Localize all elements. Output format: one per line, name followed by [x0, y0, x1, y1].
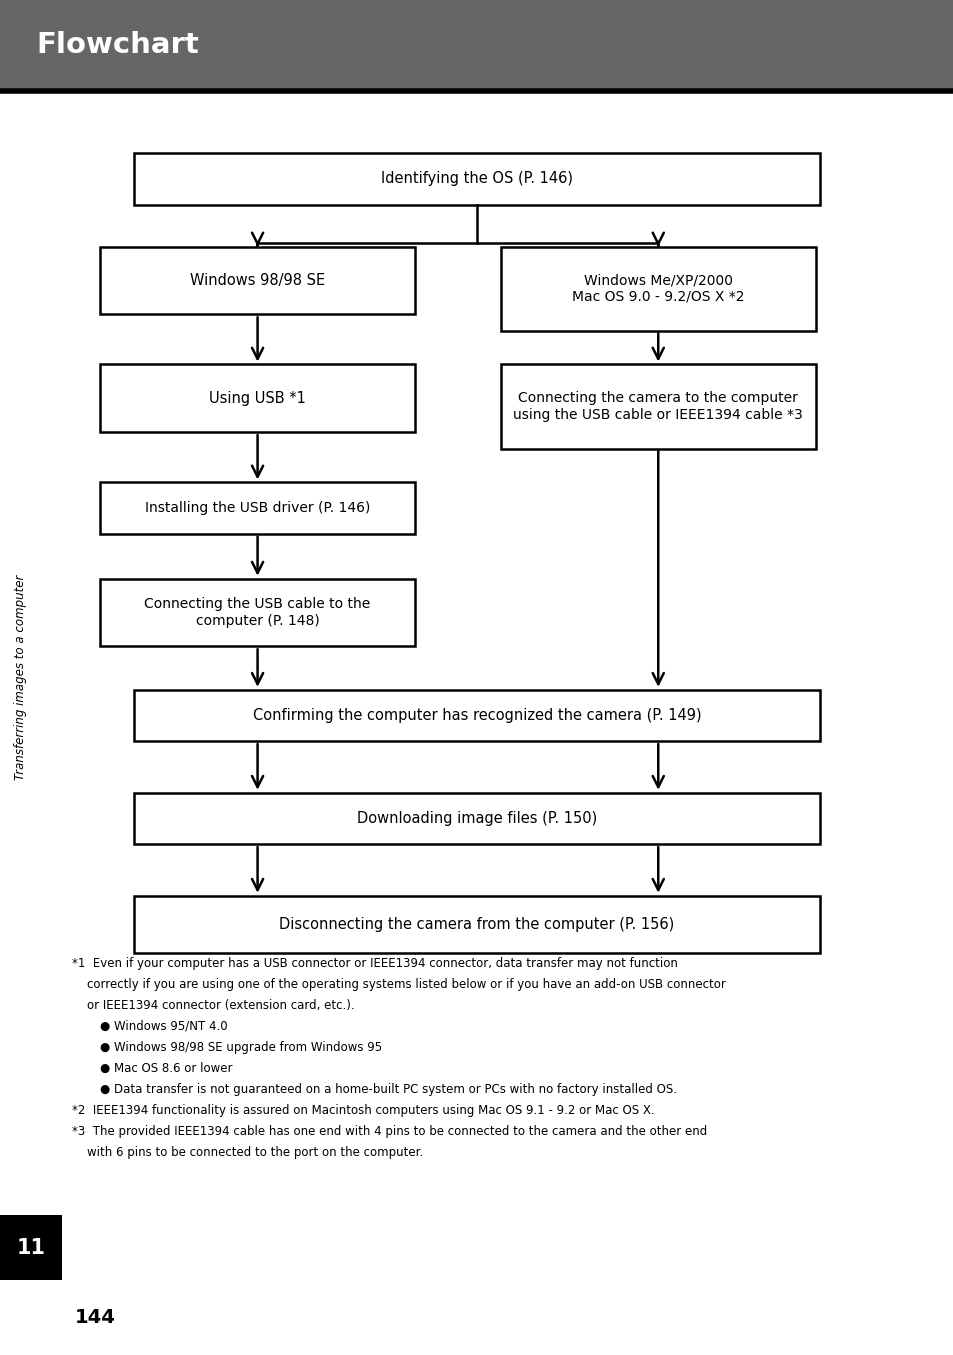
Text: Windows Me/XP/2000
Mac OS 9.0 - 9.2/OS X *2: Windows Me/XP/2000 Mac OS 9.0 - 9.2/OS X…	[572, 274, 743, 304]
Bar	[500, 247, 815, 331]
Text: ● Data transfer is not guaranteed on a home-built PC system or PCs with no facto: ● Data transfer is not guaranteed on a h…	[100, 1083, 677, 1096]
Text: Connecting the camera to the computer
using the USB cable or IEEE1394 cable *3: Connecting the camera to the computer us…	[513, 392, 802, 421]
Text: 11: 11	[16, 1238, 46, 1257]
Text: Connecting the USB cable to the
computer (P. 148): Connecting the USB cable to the computer…	[144, 598, 371, 627]
Text: Confirming the computer has recognized the camera (P. 149): Confirming the computer has recognized t…	[253, 707, 700, 724]
Bar	[100, 247, 415, 314]
Bar	[0, 0, 953, 91]
Text: correctly if you are using one of the operating systems listed below or if you h: correctly if you are using one of the op…	[71, 978, 724, 991]
Text: Using USB *1: Using USB *1	[209, 390, 306, 406]
Bar	[133, 793, 820, 844]
Text: with 6 pins to be connected to the port on the computer.: with 6 pins to be connected to the port …	[71, 1146, 422, 1159]
Text: Flowchart: Flowchart	[36, 31, 199, 60]
Text: Downloading image files (P. 150): Downloading image files (P. 150)	[356, 810, 597, 827]
Text: Disconnecting the camera from the computer (P. 156): Disconnecting the camera from the comput…	[279, 916, 674, 932]
Text: ● Windows 95/NT 4.0: ● Windows 95/NT 4.0	[100, 1019, 228, 1033]
Text: Identifying the OS (P. 146): Identifying the OS (P. 146)	[380, 171, 573, 187]
Bar	[133, 153, 820, 205]
Text: or IEEE1394 connector (extension card, etc.).: or IEEE1394 connector (extension card, e…	[71, 999, 354, 1012]
Bar	[0, 1215, 62, 1280]
Text: *3  The provided IEEE1394 cable has one end with 4 pins to be connected to the c: *3 The provided IEEE1394 cable has one e…	[71, 1125, 706, 1138]
Text: Windows 98/98 SE: Windows 98/98 SE	[190, 272, 325, 289]
Text: 144: 144	[74, 1308, 115, 1327]
Text: Installing the USB driver (P. 146): Installing the USB driver (P. 146)	[145, 501, 370, 515]
Bar	[133, 690, 820, 741]
Bar	[100, 482, 415, 534]
Text: ● Mac OS 8.6 or lower: ● Mac OS 8.6 or lower	[100, 1062, 233, 1075]
Text: *2  IEEE1394 functionality is assured on Macintosh computers using Mac OS 9.1 - : *2 IEEE1394 functionality is assured on …	[71, 1103, 654, 1117]
Text: ● Windows 98/98 SE upgrade from Windows 95: ● Windows 98/98 SE upgrade from Windows …	[100, 1041, 382, 1054]
Bar	[133, 896, 820, 953]
Bar	[100, 364, 415, 432]
Text: *1  Even if your computer has a USB connector or IEEE1394 connector, data transf: *1 Even if your computer has a USB conne…	[71, 957, 677, 970]
Bar	[500, 364, 815, 449]
Bar	[100, 579, 415, 646]
Text: Transferring images to a computer: Transferring images to a computer	[14, 575, 28, 780]
